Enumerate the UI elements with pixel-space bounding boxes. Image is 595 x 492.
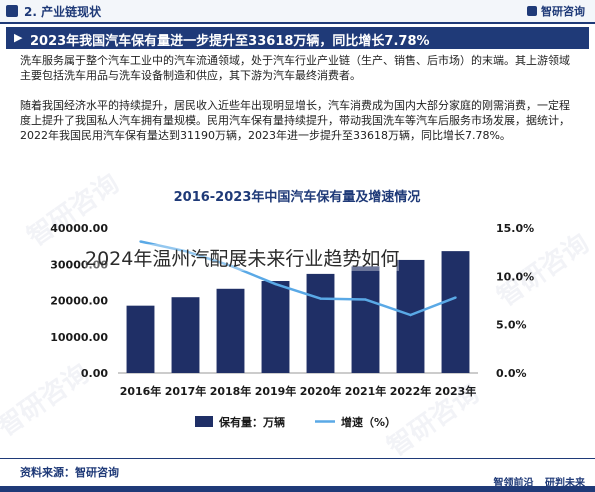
bar xyxy=(216,288,245,373)
footer-divider xyxy=(0,458,595,459)
section-title: 2. 产业链现状 xyxy=(24,5,102,19)
paragraph-1: 洗车服务属于整个汽车工业中的汽车流通领域，处于汽车行业产业链（生产、销售、后市场… xyxy=(20,54,570,82)
line-point xyxy=(229,264,232,267)
brand-logo: 智研咨询 xyxy=(527,3,585,19)
bar xyxy=(126,305,155,373)
x-axis-labels: 2016年 2017年 2018年 2019年 2020年 2021年 2022年 2023年 xyxy=(120,384,477,398)
x-tick-label: 2022年 xyxy=(390,384,432,398)
line-point xyxy=(364,298,367,301)
line-point xyxy=(139,240,142,243)
x-tick-label: 2021年 xyxy=(345,384,387,398)
section-icon xyxy=(6,5,18,17)
footer-slogan-2: 研判未来 xyxy=(545,478,585,489)
line-point xyxy=(274,282,277,286)
y-tick-left: 10000.00 xyxy=(50,331,108,344)
bar xyxy=(171,297,200,373)
y-tick-right: 5.0% xyxy=(496,319,527,332)
x-tick-label: 2016年 xyxy=(120,384,162,398)
footer-slogan-1: 智领前沿 xyxy=(493,478,534,489)
y-tick-right: 0.0% xyxy=(496,367,527,380)
bar xyxy=(351,266,380,373)
legend-label-bar: 保有量：万辆 xyxy=(218,415,285,429)
bar xyxy=(306,273,335,373)
headline-text: 2023年我国汽车保有量进一步提升至33618万辆，同比增长7.78% xyxy=(30,34,430,49)
legend: 保有量：万辆 增速（%） xyxy=(195,415,396,429)
headline-banner: ▶ 2023年我国汽车保有量进一步提升至33618万辆，同比增长7.78% xyxy=(6,27,589,49)
y-tick-left: 40000.00 xyxy=(50,222,108,235)
y-tick-right: 10.0% xyxy=(496,270,534,283)
bar xyxy=(441,251,470,373)
growth-line xyxy=(140,240,456,317)
y-tick-left: 20000.00 xyxy=(50,295,108,308)
y-tick-left: 30000.00 xyxy=(50,258,108,271)
bar xyxy=(261,281,290,373)
bar xyxy=(396,259,425,373)
line-series xyxy=(139,240,457,317)
overlay-caption: 2024年温州汽配展未来行业趋势如何 xyxy=(85,244,400,271)
line-point xyxy=(319,297,322,300)
paragraph-2: 随着我国经济水平的持续提升，居民收入近些年出现明显增长，汽车消费成为国内大部分家… xyxy=(20,99,570,142)
source-note: 资料来源：智研咨询 xyxy=(20,466,119,479)
legend-label-line: 增速（%） xyxy=(341,415,396,429)
footer-brand: 智领前沿 研判未来 xyxy=(486,474,585,489)
legend-swatch-bar xyxy=(195,416,213,427)
bar-series xyxy=(126,251,470,373)
chevron-right-icon: ▶ xyxy=(14,31,23,44)
brand-name: 智研咨询 xyxy=(541,5,585,18)
y-tick-right: 15.0% xyxy=(496,222,534,235)
footer-band xyxy=(0,486,595,492)
x-tick-label: 2019年 xyxy=(255,384,297,398)
line-point xyxy=(184,250,187,253)
logo-icon xyxy=(527,6,537,16)
x-tick-label: 2017年 xyxy=(165,384,207,398)
line-point xyxy=(409,313,412,317)
y-tick-left: 0.00 xyxy=(81,367,108,380)
x-tick-label: 2020年 xyxy=(300,384,342,398)
x-tick-label: 2018年 xyxy=(210,384,252,398)
x-tick-label: 2023年 xyxy=(435,384,477,398)
line-point xyxy=(454,296,457,299)
chart: 2016-2023年中国汽车保有量及增速情况 0.00 10000.00 20000… xyxy=(50,189,534,429)
chart-title: 2016-2023年中国汽车保有量及增速情况 xyxy=(174,189,421,205)
y-axis-right: 0.0% 5.0% 10.0% 15.0% xyxy=(496,222,534,380)
section-header: 2. 产业链现状 智研咨询 xyxy=(0,0,595,24)
